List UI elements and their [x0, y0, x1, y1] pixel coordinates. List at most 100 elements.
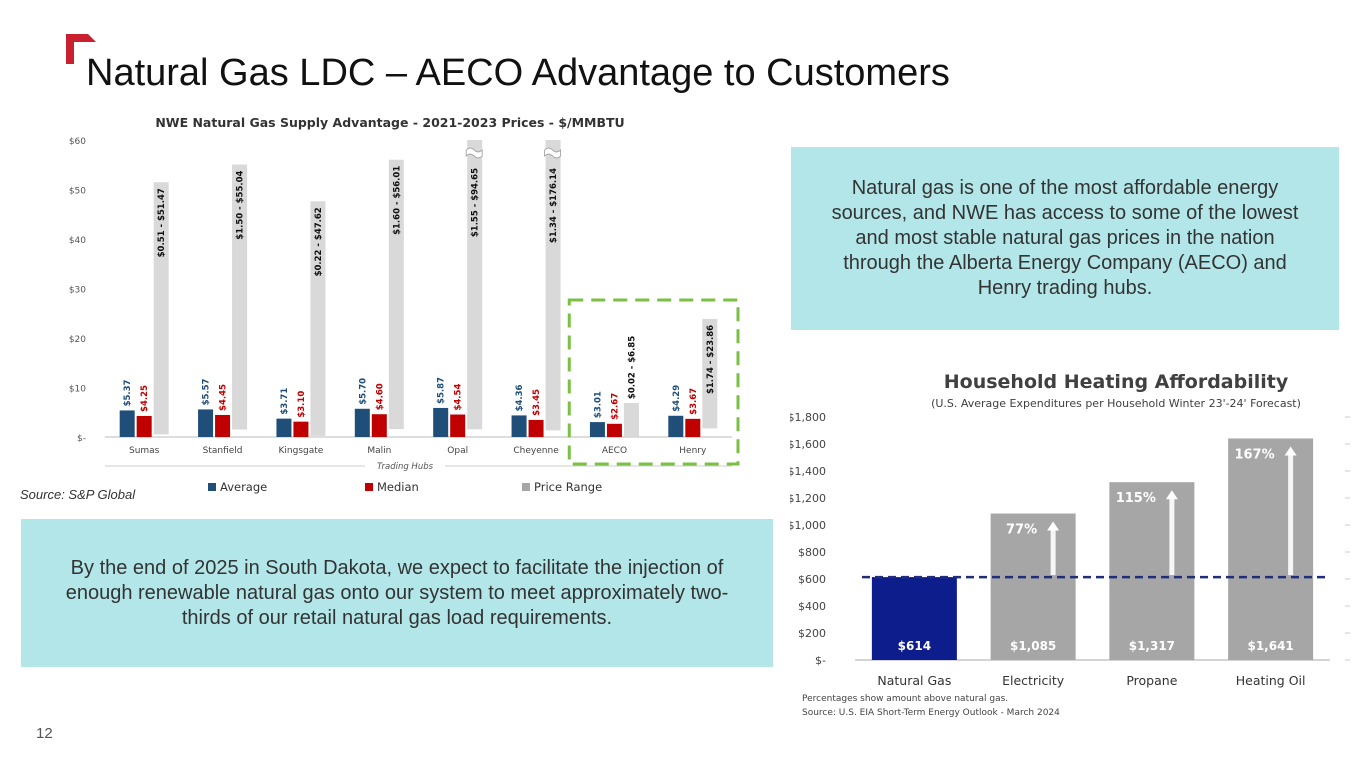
- bar-median: [293, 421, 309, 437]
- bar-median: [606, 423, 622, 437]
- y-tick-label: $1,000: [790, 519, 826, 532]
- page-number: 12: [36, 725, 53, 742]
- affordability-callout-text: Natural gas is one of the most affordabl…: [831, 177, 1299, 299]
- bar: [1109, 482, 1195, 660]
- chart-source: Source: U.S. EIA Short-Term Energy Outlo…: [802, 708, 1060, 718]
- bar-average-label: $5.87: [437, 377, 447, 404]
- y-tick-label: $800: [798, 546, 826, 559]
- x-tick-label: Propane: [1126, 673, 1177, 688]
- bar-median-label: $3.67: [689, 388, 699, 415]
- bar-value-label: $1,641: [1247, 639, 1293, 653]
- x-tick-label: Cheyenne: [513, 446, 559, 456]
- bar-price-range: [467, 140, 483, 430]
- increase-arrow-icon: [1050, 529, 1056, 576]
- legend-swatch: [522, 483, 530, 491]
- bar-price-range: [232, 164, 248, 430]
- increase-arrow-icon: [1169, 498, 1175, 576]
- bar-average-label: $4.29: [672, 385, 682, 412]
- bar-average: [433, 407, 449, 437]
- y-tick-label: $1,200: [790, 492, 826, 505]
- x-axis-title: Trading Hubs: [377, 462, 434, 472]
- bar-price-range-label: $1.55 - $94.65: [471, 168, 481, 237]
- bar-median-label: $3.45: [532, 389, 542, 416]
- axis-break-icon: [544, 147, 561, 159]
- y-tick-label: $50: [69, 187, 86, 197]
- x-tick-label: Heating Oil: [1236, 673, 1306, 688]
- bar-average-label: $3.01: [593, 391, 603, 418]
- y-tick-label: $1,400: [790, 465, 826, 478]
- bar-price-range: [545, 140, 561, 431]
- legend-label: Price Range: [534, 480, 602, 494]
- bar-price-range-label: $1.34 - $176.14: [549, 168, 559, 243]
- supply-advantage-chart: NWE Natural Gas Supply Advantage - 2021-…: [69, 115, 740, 494]
- bar-value-label: $1,317: [1129, 639, 1175, 653]
- legend-swatch: [365, 483, 373, 491]
- y-tick-label: $200: [798, 627, 826, 640]
- bar-median: [450, 414, 466, 437]
- bar-average-label: $3.71: [280, 388, 290, 415]
- bar-median: [215, 414, 231, 437]
- bar: [871, 577, 957, 660]
- y-tick-label: $20: [69, 335, 86, 345]
- x-tick-label: Electricity: [1002, 673, 1065, 688]
- x-tick-label: AECO: [602, 446, 627, 456]
- bar: [990, 513, 1076, 660]
- bar-average-label: $5.37: [123, 379, 133, 406]
- bar-average: [198, 409, 214, 437]
- bar-average: [668, 415, 684, 437]
- bar-median-label: $2.67: [610, 393, 620, 420]
- page-title: Natural Gas LDC – AECO Advantage to Cust…: [86, 52, 950, 94]
- highlight-box: [567, 298, 740, 466]
- bar-median: [371, 414, 387, 437]
- y-tick-label: $600: [798, 573, 826, 586]
- x-tick-label: Kingsgate: [279, 446, 324, 456]
- percent-label: 77%: [1006, 523, 1037, 538]
- bar-median: [685, 418, 701, 437]
- bar-price-range-label: $0.22 - $47.62: [314, 207, 324, 276]
- bar-average: [276, 418, 292, 437]
- bar-price-range: [623, 403, 639, 437]
- bar: [1228, 438, 1314, 660]
- x-tick-label: Opal: [447, 446, 468, 456]
- increase-arrow-icon: [1288, 454, 1294, 576]
- bar-value-label: $614: [898, 639, 931, 653]
- increase-arrow-head-icon: [1284, 446, 1297, 456]
- legend-label: Median: [377, 480, 419, 494]
- legend-swatch: [208, 483, 216, 491]
- chart-title: NWE Natural Gas Supply Advantage - 2021-…: [155, 115, 624, 130]
- rng-callout: By the end of 2025 in South Dakota, we e…: [21, 519, 773, 667]
- heating-affordability-chart: Household Heating Affordability (U.S. Ave…: [790, 371, 1350, 718]
- bar-average-label: $5.70: [358, 378, 368, 405]
- y-tick-label: $1,800: [790, 411, 826, 424]
- bar-average-label: $4.36: [515, 384, 525, 411]
- bar-price-range: [153, 182, 169, 435]
- bar-median-label: $4.60: [375, 383, 385, 410]
- y-tick-label: $-: [77, 434, 86, 444]
- bar-median: [528, 419, 544, 437]
- chart-title: Household Heating Affordability: [944, 371, 1289, 393]
- y-tick-label: $30: [69, 286, 86, 296]
- y-tick-label: $400: [798, 600, 826, 613]
- bar-median-label: $4.25: [140, 385, 150, 412]
- bar-median-label: $3.10: [297, 391, 307, 418]
- axis-break-icon: [465, 147, 483, 159]
- bar-price-range-label: $0.51 - $51.47: [157, 188, 167, 257]
- bar-value-label: $1,085: [1010, 639, 1056, 653]
- bar-price-range: [702, 318, 718, 429]
- x-tick-label: Henry: [679, 446, 707, 456]
- y-tick-label: $-: [815, 654, 826, 667]
- bar-price-range-label: $1.60 - $56.01: [392, 166, 402, 235]
- bar-median-label: $4.54: [454, 384, 464, 411]
- bar-average: [589, 422, 605, 437]
- affordability-callout: Natural gas is one of the most affordabl…: [791, 147, 1339, 330]
- bar-price-range: [310, 201, 326, 436]
- bar-price-range-label: $1.74 - $23.86: [706, 325, 716, 394]
- bar-average: [119, 410, 135, 437]
- corner-accent-icon: [66, 34, 96, 64]
- source-note: Source: S&P Global: [20, 487, 136, 502]
- x-tick-label: Malin: [367, 446, 391, 456]
- bar-price-range-label: $0.02 - $6.85: [627, 336, 637, 399]
- bar-median-label: $4.45: [219, 384, 229, 411]
- rng-callout-text: By the end of 2025 in South Dakota, we e…: [65, 556, 729, 629]
- bar-average: [354, 408, 370, 437]
